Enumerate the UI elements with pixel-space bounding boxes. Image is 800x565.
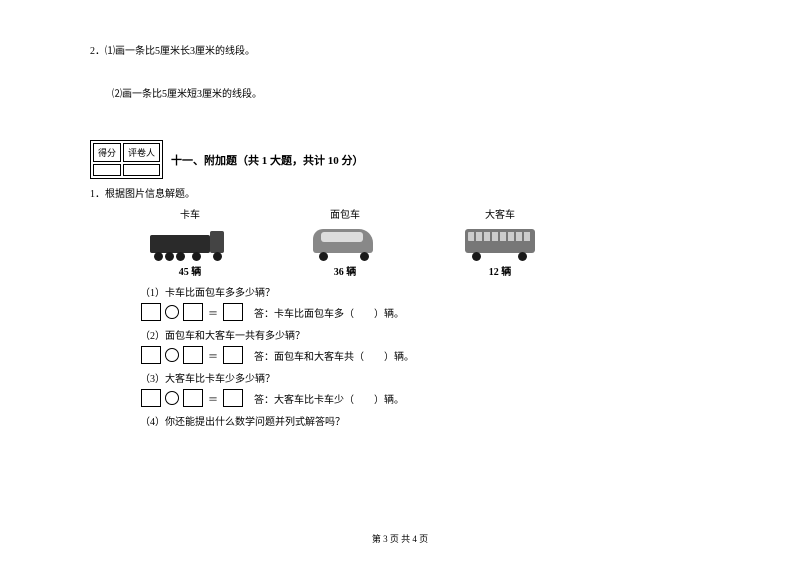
- answer-text-2: 答：面包车和大客车共（ ）辆。: [254, 348, 414, 363]
- equals-sign: ＝: [208, 305, 218, 320]
- grader-cell[interactable]: [123, 164, 160, 176]
- blank-box[interactable]: [141, 389, 161, 407]
- van-icon: [305, 223, 385, 261]
- q2-part1-text: 画一条比5厘米长3厘米的线段。: [115, 46, 255, 57]
- section-11-header: 得分 评卷人 十一、附加题（共 1 大题，共计 10 分）: [90, 140, 710, 179]
- equation-row-2: ＝ 答：面包车和大客车共（ ）辆。: [140, 346, 710, 364]
- section-11-title: 十一、附加题（共 1 大题，共计 10 分）: [171, 152, 364, 168]
- answer-text-1: 答：卡车比面包车多（ ）辆。: [254, 305, 404, 320]
- blank-box[interactable]: [141, 303, 161, 321]
- blank-box[interactable]: [183, 346, 203, 364]
- q2-prefix: 2．: [90, 46, 105, 57]
- blank-box[interactable]: [223, 389, 243, 407]
- bus-column: 大客车 12 辆: [450, 206, 550, 278]
- q2-part1-prefix: ⑴: [105, 46, 115, 57]
- sub-question-1: （1）卡车比面包车多多少辆？: [140, 284, 710, 299]
- operator-circle[interactable]: [165, 305, 179, 319]
- van-label: 面包车: [295, 206, 395, 221]
- truck-count: 45 辆: [140, 263, 240, 278]
- operator-circle[interactable]: [165, 348, 179, 362]
- sub-question-4: （4）你还能提出什么数学问题并列式解答吗？: [140, 413, 710, 428]
- q1-prefix: 1．: [90, 189, 105, 200]
- page-footer: 第 3 页 共 4 页: [0, 532, 800, 545]
- truck-label: 卡车: [140, 206, 240, 221]
- q2-part2-prefix: ⑵: [112, 89, 122, 100]
- truck-icon: [150, 223, 230, 261]
- sub-question-3: （3）大客车比卡车少多少辆？: [140, 370, 710, 385]
- blank-box[interactable]: [223, 346, 243, 364]
- equation-row-1: ＝ 答：卡车比面包车多（ ）辆。: [140, 303, 710, 321]
- blank-box[interactable]: [183, 303, 203, 321]
- bus-label: 大客车: [450, 206, 550, 221]
- score-cell[interactable]: [93, 164, 121, 176]
- sub-question-2: （2）面包车和大客车一共有多少辆？: [140, 327, 710, 342]
- q1-text: 根据图片信息解题。: [105, 189, 195, 200]
- equals-sign: ＝: [208, 348, 218, 363]
- question-2-part2: ⑵画一条比5厘米短3厘米的线段。: [112, 85, 710, 100]
- question-2: 2．⑴画一条比5厘米长3厘米的线段。: [90, 42, 710, 57]
- bus-count: 12 辆: [450, 263, 550, 278]
- truck-column: 卡车 45 辆: [140, 206, 240, 278]
- operator-circle[interactable]: [165, 391, 179, 405]
- score-label: 得分: [93, 143, 121, 162]
- equation-row-3: ＝ 答：大客车比卡车少（ ）辆。: [140, 389, 710, 407]
- blank-box[interactable]: [183, 389, 203, 407]
- vehicle-row: 卡车 45 辆 面包车 36 辆 大客车 12 辆: [140, 206, 710, 278]
- blank-box[interactable]: [223, 303, 243, 321]
- blank-box[interactable]: [141, 346, 161, 364]
- score-table: 得分 评卷人: [90, 140, 163, 179]
- van-count: 36 辆: [295, 263, 395, 278]
- grader-label: 评卷人: [123, 143, 160, 162]
- van-column: 面包车 36 辆: [295, 206, 395, 278]
- question-1: 1．根据图片信息解题。: [90, 185, 710, 200]
- equals-sign: ＝: [208, 391, 218, 406]
- answer-text-3: 答：大客车比卡车少（ ）辆。: [254, 391, 404, 406]
- bus-icon: [460, 223, 540, 261]
- q2-part2-text: 画一条比5厘米短3厘米的线段。: [122, 89, 262, 100]
